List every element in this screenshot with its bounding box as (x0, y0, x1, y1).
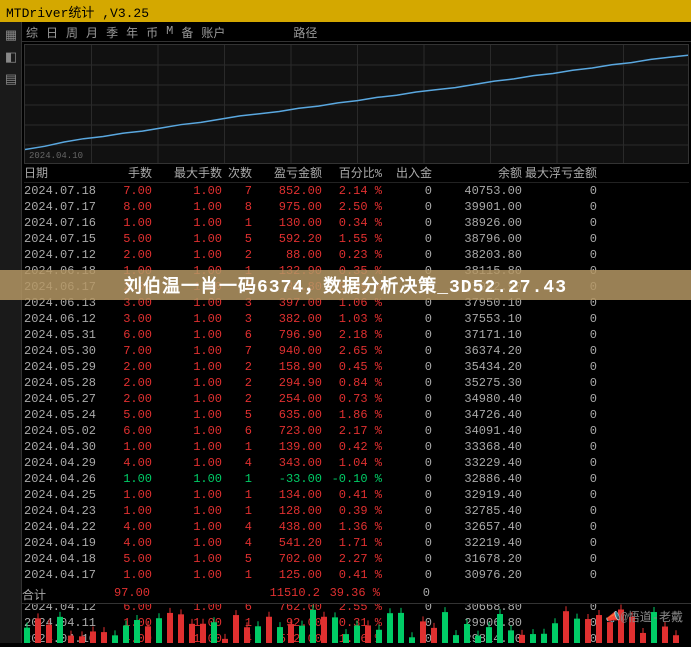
table-row[interactable]: 2024.04.251.001.001134.000.41 %032919.40… (24, 487, 689, 503)
volume-svg (22, 604, 691, 643)
title-bar: MTDriver统计 ,V3.25 (0, 0, 691, 22)
table-row[interactable]: 2024.07.187.001.007852.002.14 %040753.00… (24, 183, 689, 199)
menu-item[interactable]: 周 (66, 24, 78, 39)
toolbar-left: ▦ ◧ ▤ (0, 22, 22, 643)
footer-lots: 97.00 (100, 586, 150, 603)
col-date: 日期 (24, 166, 102, 182)
col-maxfloat: 最大浮亏金额 (522, 166, 597, 182)
table-body: 2024.07.187.001.007852.002.14 %040753.00… (24, 183, 689, 647)
table-row[interactable]: 2024.05.282.001.002294.900.84 %035275.30… (24, 375, 689, 391)
table-row[interactable]: 2024.06.123.001.003382.001.03 %037553.10… (24, 311, 689, 327)
table-row[interactable]: 2024.04.224.001.004438.001.36 %032657.40… (24, 519, 689, 535)
chart-svg (25, 45, 688, 163)
menu-bar: 综 日 周 月 季 年 币 M 备 账户 路径 (22, 22, 691, 42)
tool-icon[interactable]: ▤ (3, 72, 19, 88)
table-row[interactable]: 2024.05.026.001.006723.002.17 %034091.40… (24, 423, 689, 439)
table-row[interactable]: 2024.04.301.001.001139.000.42 %033368.40… (24, 439, 689, 455)
menu-item[interactable]: 季 (106, 24, 118, 39)
watermark: 📣@悟道-老戴 (606, 608, 683, 625)
footer-io: 0 (380, 586, 430, 603)
table-row[interactable]: 2024.07.161.001.001130.000.34 %038926.00… (24, 215, 689, 231)
menu-item[interactable]: 综 (26, 24, 38, 39)
table-row[interactable]: 2024.04.261.001.001-33.00-0.10 %032886.4… (24, 471, 689, 487)
chart-date-label: 2024.04.10 (29, 151, 83, 161)
menu-item[interactable]: 账户 (201, 24, 225, 39)
footer-pl: 11510.2 (250, 586, 320, 603)
menu-item[interactable]: 年 (126, 24, 138, 39)
col-pl: 盈亏金额 (252, 166, 322, 182)
table-row[interactable]: 2024.04.231.001.001128.000.39 %032785.40… (24, 503, 689, 519)
menu-item[interactable]: 币 (146, 24, 158, 39)
tool-icon[interactable]: ▦ (3, 28, 19, 44)
footer-pct: 39.36 % (320, 586, 380, 603)
table-row[interactable]: 2024.07.155.001.005592.201.55 %038796.00… (24, 231, 689, 247)
table-row[interactable]: 2024.05.245.001.005635.001.86 %034726.40… (24, 407, 689, 423)
col-pct: 百分比% (322, 166, 382, 182)
footer-row: 合计 97.00 11510.2 39.36 % 0 (22, 586, 691, 603)
col-lots: 手数 (102, 166, 152, 182)
footer-label: 合计 (22, 586, 100, 603)
menu-item[interactable]: M (166, 24, 173, 39)
col-balance: 余额 (432, 166, 522, 182)
menu-item[interactable]: 日 (46, 24, 58, 39)
app-title: MTDriver统计 ,V3.25 (6, 2, 149, 21)
table-row[interactable]: 2024.04.194.001.004541.201.71 %032219.40… (24, 535, 689, 551)
table-row[interactable]: 2024.07.178.001.008975.002.50 %039901.00… (24, 199, 689, 215)
table-header: 日期 手数 最大手数 次数 盈亏金额 百分比% 出入金 余额 最大浮亏金额 (24, 166, 689, 183)
table-row[interactable]: 2024.05.292.001.002158.900.45 %035434.20… (24, 359, 689, 375)
table-row[interactable]: 2024.05.307.001.007940.002.65 %036374.20… (24, 343, 689, 359)
table-row[interactable]: 2024.04.294.001.004343.001.04 %033229.40… (24, 455, 689, 471)
equity-chart[interactable]: 2024.04.10 (24, 44, 689, 164)
col-count: 次数 (222, 166, 252, 182)
table-row[interactable]: 2024.05.272.001.002254.000.73 %034980.40… (24, 391, 689, 407)
tool-icon[interactable]: ◧ (3, 50, 19, 66)
menu-item[interactable]: 月 (86, 24, 98, 39)
volume-chart[interactable] (22, 603, 691, 643)
overlay-banner: 刘伯温一肖一码6374，数据分析决策_3D52.27.43 (0, 270, 691, 300)
path-label: 路径 (293, 24, 317, 39)
table-row[interactable]: 2024.04.171.001.001125.000.41 %030976.20… (24, 567, 689, 583)
menu-item[interactable]: 备 (181, 24, 193, 39)
stats-table: 日期 手数 最大手数 次数 盈亏金额 百分比% 出入金 余额 最大浮亏金额 20… (22, 166, 691, 647)
table-row[interactable]: 2024.04.185.001.005702.002.27 %031678.20… (24, 551, 689, 567)
table-row[interactable]: 2024.05.316.001.006796.902.18 %037171.10… (24, 327, 689, 343)
col-maxlots: 最大手数 (152, 166, 222, 182)
table-row[interactable]: 2024.07.122.001.00288.000.23 %038203.800 (24, 247, 689, 263)
col-io: 出入金 (382, 166, 432, 182)
